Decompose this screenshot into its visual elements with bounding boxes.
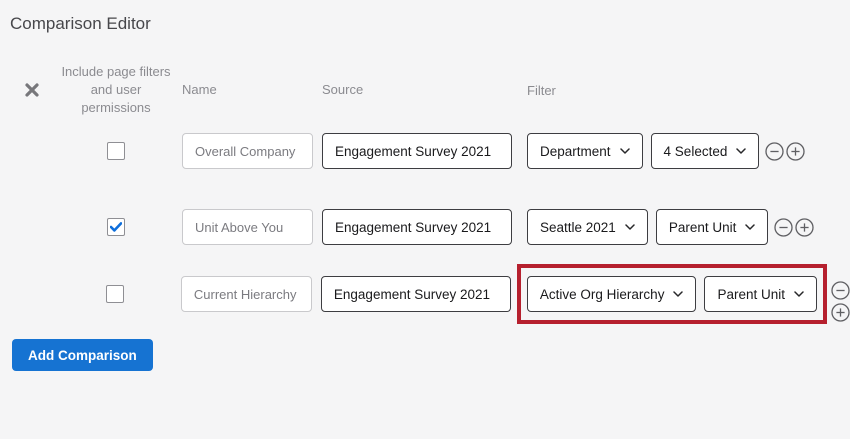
add-filter-icon[interactable]	[786, 141, 805, 161]
chevron-down-icon	[619, 148, 630, 154]
clear-comparisons-icon[interactable]	[25, 83, 39, 97]
add-filter-icon[interactable]	[795, 217, 815, 237]
filter-type-dropdown[interactable]: Department	[527, 133, 643, 169]
comparison-row: Engagement Survey 2021 Active Org Hierar…	[0, 261, 850, 327]
comparison-name-input[interactable]	[182, 133, 313, 169]
source-dropdown[interactable]: Engagement Survey 2021	[320, 276, 511, 312]
comparison-row: Engagement Survey 2021 Department 4 Sele…	[0, 123, 850, 179]
name-column-header: Name	[182, 82, 217, 97]
comparison-row: Engagement Survey 2021 Seattle 2021 Pare…	[0, 199, 850, 255]
include-filters-checkbox[interactable]	[106, 285, 125, 303]
comparison-name-input[interactable]	[182, 209, 313, 245]
source-dropdown[interactable]: Engagement Survey 2021	[322, 209, 512, 245]
source-dropdown[interactable]: Engagement Survey 2021	[322, 133, 512, 169]
remove-filter-icon[interactable]	[831, 280, 850, 300]
filter-value-dropdown[interactable]: 4 Selected	[650, 133, 760, 169]
checkmark-icon	[110, 222, 122, 232]
highlight-callout-box: Active Org Hierarchy Parent Unit	[516, 264, 827, 324]
filter-type-dropdown[interactable]: Seattle 2021	[527, 209, 648, 245]
filter-column-header: Filter	[527, 82, 556, 98]
source-column-header: Source	[322, 82, 364, 97]
remove-filter-icon[interactable]	[774, 217, 794, 237]
remove-filter-icon[interactable]	[765, 141, 784, 161]
chevron-down-icon	[673, 291, 684, 297]
add-filter-icon[interactable]	[831, 302, 850, 322]
include-filters-checkbox[interactable]	[107, 218, 125, 236]
add-comparison-button[interactable]: Add Comparison	[12, 339, 153, 371]
filter-type-dropdown[interactable]: Active Org Hierarchy	[526, 276, 697, 312]
chevron-down-icon	[794, 291, 804, 297]
chevron-down-icon	[625, 224, 635, 230]
filter-value-dropdown[interactable]: Parent Unit	[704, 276, 817, 312]
chevron-down-icon	[745, 224, 756, 230]
comparison-name-input[interactable]	[180, 276, 312, 312]
filter-value-dropdown[interactable]: Parent Unit	[655, 209, 769, 245]
table-header: Include page filters and user permission…	[0, 63, 850, 117]
page-title: Comparison Editor	[10, 14, 151, 33]
chevron-down-icon	[736, 148, 747, 154]
include-filters-checkbox[interactable]	[107, 142, 125, 160]
include-filters-column-header: Include page filters and user permission…	[61, 64, 171, 115]
